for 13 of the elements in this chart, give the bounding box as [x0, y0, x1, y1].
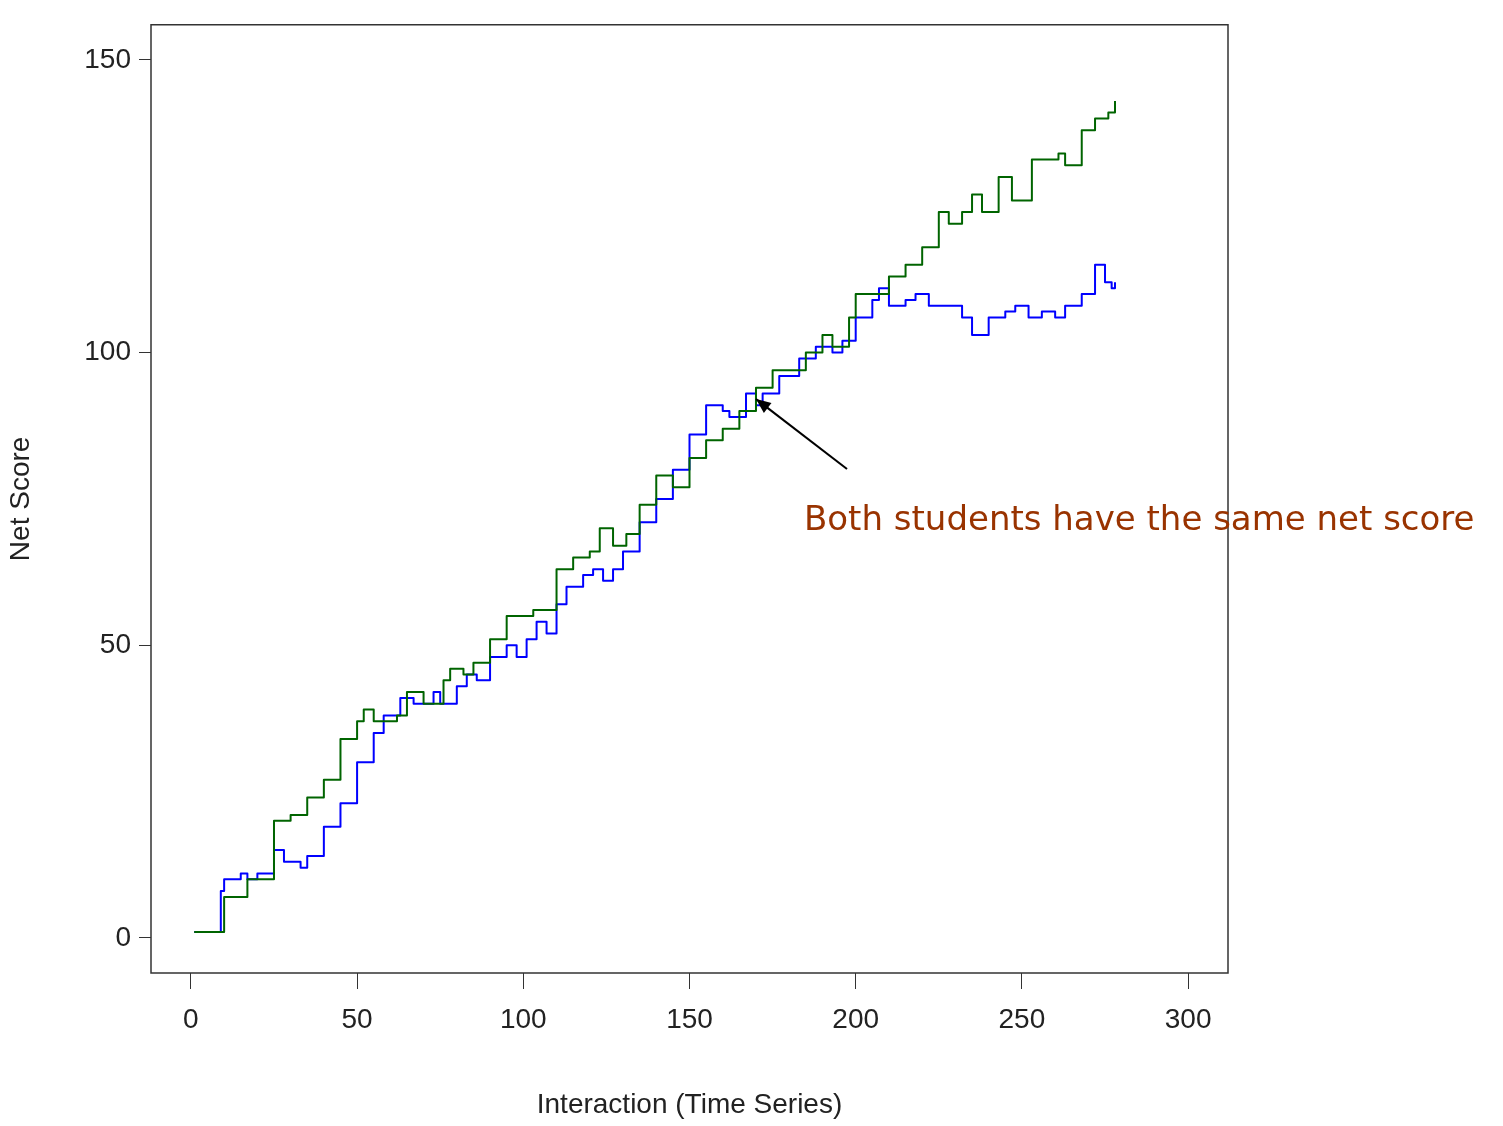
y-tick-label: 0 [115, 920, 131, 952]
x-tick-label: 200 [832, 1002, 880, 1034]
y-axis-title: Net Score [3, 436, 35, 562]
y-tick-label: 150 [84, 42, 131, 74]
x-tick-label: 0 [183, 1002, 199, 1034]
x-tick-label: 250 [998, 1002, 1046, 1034]
x-tick-label: 150 [666, 1002, 713, 1034]
x-tick-label: 100 [499, 1002, 547, 1034]
x-tick-label: 300 [1164, 1002, 1212, 1034]
x-axis-title: Interaction (Time Series) [536, 1087, 843, 1119]
y-tick-label: 100 [84, 335, 131, 367]
x-tick-label: 50 [341, 1002, 373, 1034]
y-tick-label: 50 [99, 627, 131, 659]
